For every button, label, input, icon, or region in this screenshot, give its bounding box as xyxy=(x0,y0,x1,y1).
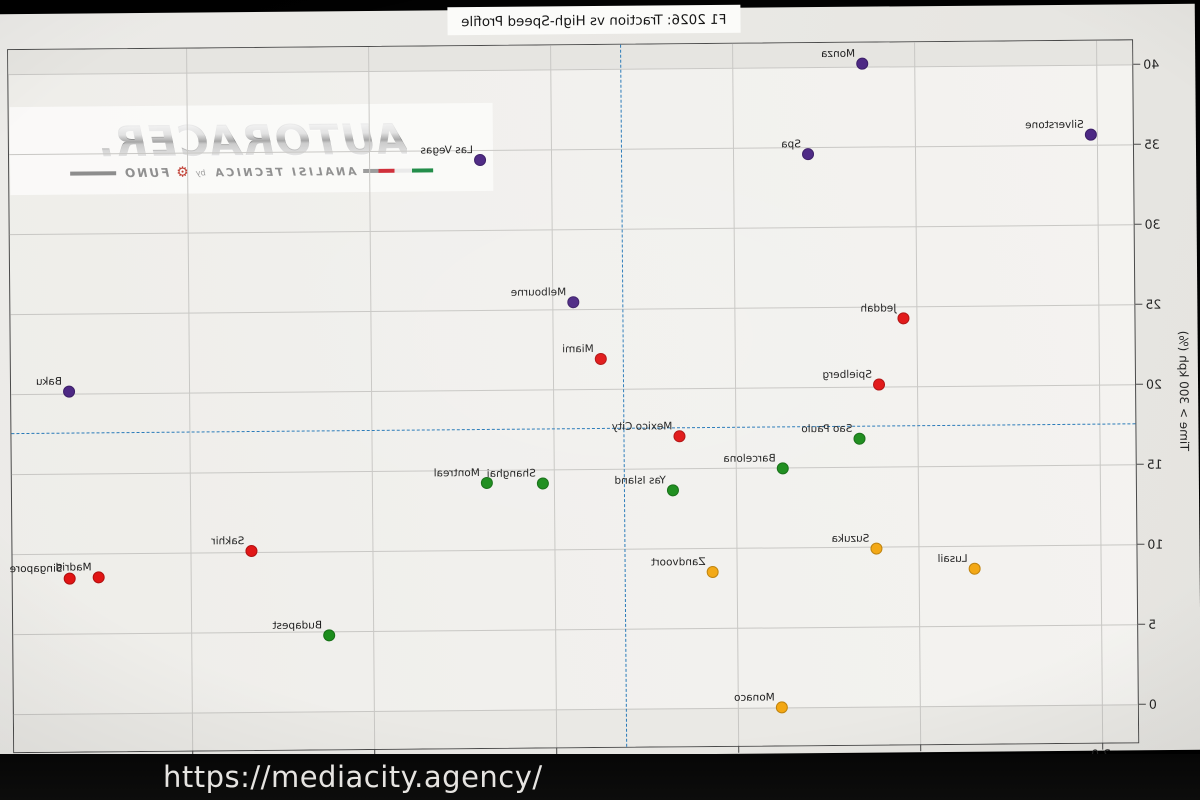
y-axis-title: Time > 300 kph (%) xyxy=(1176,330,1192,452)
watermark-by-text: by xyxy=(195,167,206,177)
point-label: Silverstone xyxy=(1025,118,1084,132)
data-point xyxy=(870,542,883,555)
y-tick-mark xyxy=(1134,223,1142,225)
data-point xyxy=(673,430,686,443)
point-label: Jeddah xyxy=(860,302,897,315)
point-label: Zandvoort xyxy=(651,556,706,569)
x-tick-mark xyxy=(1102,742,1104,750)
y-tick-label: 20 xyxy=(1145,376,1163,392)
point-label: Miami xyxy=(562,343,594,356)
point-label: Sao Paulo xyxy=(801,422,853,436)
plot-bottom-band xyxy=(13,704,1139,753)
data-point xyxy=(536,477,549,490)
data-point xyxy=(594,352,607,366)
data-point xyxy=(801,148,815,161)
vertical-gridline xyxy=(1096,40,1104,743)
point-label: Monza xyxy=(821,47,856,61)
watermark-subtitle-text: ANALISI TECNICA xyxy=(212,164,357,179)
y-tick-mark xyxy=(1138,703,1146,705)
data-point xyxy=(776,462,789,475)
watermark-subtitle: ANALISI TECNICA by ⚙ FUNO xyxy=(70,163,434,181)
data-point xyxy=(1084,128,1097,141)
chart-title: F1 2026: Traction vs High-Speed Profile xyxy=(461,11,727,31)
y-tick-mark xyxy=(1136,463,1144,465)
mirrored-figure: F1 2026: Traction vs High-Speed Profile … xyxy=(0,4,1200,762)
y-tick-label: 15 xyxy=(1146,456,1163,472)
y-axis-title-wrap: Time > 300 kph (%) xyxy=(1172,40,1196,742)
data-point xyxy=(968,562,981,575)
data-point xyxy=(666,484,680,497)
y-tick-label: 0 xyxy=(1148,696,1157,712)
bottom-url-bar: https://mediacity.agency/ xyxy=(0,754,1200,800)
point-label: Budapest xyxy=(272,619,323,632)
vertical-gridline xyxy=(914,42,922,745)
data-point xyxy=(63,385,76,398)
point-label: Spa xyxy=(781,138,801,151)
data-point xyxy=(474,153,487,167)
point-label: Barcelona xyxy=(723,452,776,465)
y-tick-mark xyxy=(1137,543,1145,545)
watermark-brand-logo: AUTORACER. xyxy=(95,114,408,167)
point-label: Melbourne xyxy=(510,286,567,299)
point-label: Baku xyxy=(35,375,63,388)
watermark-funo-text: FUNO xyxy=(122,165,170,181)
tricolore-bar-icon xyxy=(363,168,434,174)
horizontal-gridline xyxy=(13,624,1138,636)
point-label: Montreal xyxy=(433,467,480,480)
y-tick-mark xyxy=(1133,63,1141,65)
gray-bar-icon xyxy=(70,171,117,176)
data-point xyxy=(897,312,910,325)
y-tick-label: 10 xyxy=(1147,536,1164,552)
point-label: Shanghai xyxy=(486,467,536,480)
y-tick-label: 5 xyxy=(1148,616,1157,632)
x-tick-mark xyxy=(738,745,740,753)
y-tick-label: 35 xyxy=(1143,136,1160,152)
point-label: Mexico City xyxy=(611,420,673,433)
source-url-text: https://mediacity.agency/ xyxy=(163,760,543,794)
mean-line-horizontal xyxy=(11,423,1136,435)
data-point xyxy=(853,432,866,445)
plot-area: Time > 300 kph (%) -2.0 AUTORACER. ANALI… xyxy=(7,39,1192,762)
horizontal-gridline xyxy=(11,464,1136,476)
data-point xyxy=(323,629,336,642)
point-label: Monaco xyxy=(733,691,775,704)
horizontal-gridline xyxy=(11,384,1136,396)
y-tick-label: 25 xyxy=(1145,296,1162,312)
point-label: Lusail xyxy=(937,552,968,566)
data-point xyxy=(706,565,719,579)
y-tick-mark xyxy=(1136,383,1144,385)
chart-title-box: F1 2026: Traction vs High-Speed Profile xyxy=(447,4,741,36)
point-label: Las Vegas xyxy=(420,144,474,157)
point-label: Sakhir xyxy=(211,535,245,548)
point-label: Singapore xyxy=(9,562,63,576)
data-point xyxy=(856,57,869,70)
vertical-gridline xyxy=(550,45,558,748)
point-label: Suzuka xyxy=(831,532,870,545)
point-label: Yas Island xyxy=(614,474,666,487)
y-tick-mark xyxy=(1135,303,1143,305)
data-point xyxy=(63,572,76,585)
chart-photo-sheet: F1 2026: Traction vs High-Speed Profile … xyxy=(0,3,1200,762)
y-tick-label: 30 xyxy=(1144,216,1161,232)
mean-line-vertical xyxy=(620,44,628,747)
data-point xyxy=(872,378,886,391)
data-point xyxy=(567,296,580,309)
data-point xyxy=(245,544,258,558)
point-label: Spielberg xyxy=(822,368,872,382)
data-point xyxy=(775,701,788,714)
x-tick-mark xyxy=(920,744,922,752)
horizontal-gridline xyxy=(12,544,1137,556)
y-tick-mark xyxy=(1133,143,1141,145)
horizontal-gridline xyxy=(9,224,1134,236)
y-tick-mark xyxy=(1138,623,1146,625)
data-point xyxy=(92,571,105,584)
y-tick-label: 40 xyxy=(1143,56,1160,72)
vertical-gridline xyxy=(732,43,740,746)
